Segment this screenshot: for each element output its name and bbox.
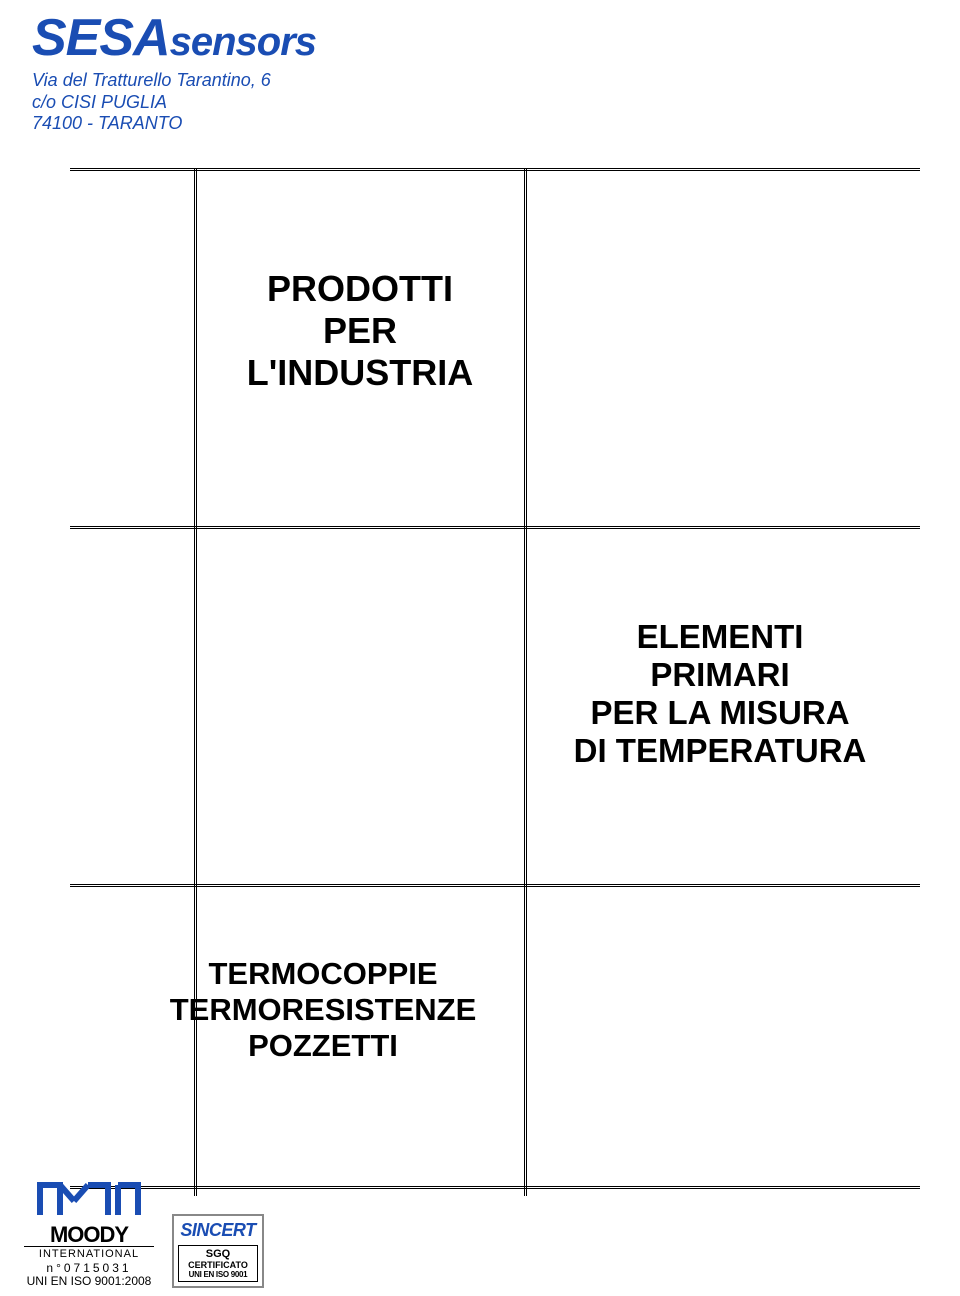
cell-bottom-line1: TERMOCOPPIE	[128, 956, 518, 992]
brand-sub: sensors	[170, 20, 316, 64]
moody-iso: UNI EN ISO 9001:2008	[24, 1274, 154, 1288]
brand-logo: SESAsensors	[32, 8, 316, 68]
sincert-name: SINCERT	[178, 1220, 258, 1241]
address-line-2: c/o CISI PUGLIA	[32, 92, 316, 114]
sincert-cert-box: SGQ CERTIFICATO UNI EN ISO 9001	[178, 1245, 258, 1282]
address-line-3: 74100 - TARANTO	[32, 113, 316, 135]
sincert-logo-block: SINCERT SGQ CERTIFICATO UNI EN ISO 9001	[172, 1214, 264, 1288]
moody-logo-block: MOODY INTERNATIONAL n°0715031 UNI EN ISO…	[24, 1179, 154, 1288]
sincert-line1: SGQ	[181, 1248, 255, 1260]
moody-m-icon	[34, 1179, 144, 1219]
moody-sub: INTERNATIONAL	[24, 1246, 154, 1260]
grid-vline	[524, 168, 527, 1196]
address-block: Via del Tratturello Tarantino, 6 c/o CIS…	[32, 70, 316, 135]
cell-middle-line3: PER LA MISURA	[540, 694, 900, 732]
cell-middle-line2: PRIMARI	[540, 656, 900, 694]
moody-name: MOODY	[24, 1222, 154, 1248]
grid-hline	[70, 884, 920, 887]
cell-top: PRODOTTI PER L'INDUSTRIA	[200, 268, 520, 394]
cell-bottom-line2: TERMORESISTENZE	[128, 992, 518, 1028]
cell-middle-line4: DI TEMPERATURA	[540, 732, 900, 770]
sincert-line2: CERTIFICATO	[181, 1260, 255, 1270]
footer-logos: MOODY INTERNATIONAL n°0715031 UNI EN ISO…	[24, 1179, 264, 1288]
grid-hline	[70, 526, 920, 529]
cell-top-line2: PER	[200, 310, 520, 352]
moody-cert-num: n°0715031	[24, 1261, 154, 1275]
grid-hline	[70, 168, 920, 171]
content-grid: PRODOTTI PER L'INDUSTRIA ELEMENTI PRIMAR…	[70, 168, 920, 1196]
sincert-line3: UNI EN ISO 9001	[181, 1270, 255, 1279]
cell-middle: ELEMENTI PRIMARI PER LA MISURA DI TEMPER…	[540, 618, 900, 770]
brand-main: SESA	[32, 9, 170, 67]
cell-middle-line1: ELEMENTI	[540, 618, 900, 656]
cell-top-line1: PRODOTTI	[200, 268, 520, 310]
address-line-1: Via del Tratturello Tarantino, 6	[32, 70, 316, 92]
page-header: SESAsensors Via del Tratturello Tarantin…	[32, 8, 316, 135]
cell-top-line3: L'INDUSTRIA	[200, 352, 520, 394]
cell-bottom: TERMOCOPPIE TERMORESISTENZE POZZETTI	[128, 956, 518, 1064]
cell-bottom-line3: POZZETTI	[128, 1028, 518, 1064]
